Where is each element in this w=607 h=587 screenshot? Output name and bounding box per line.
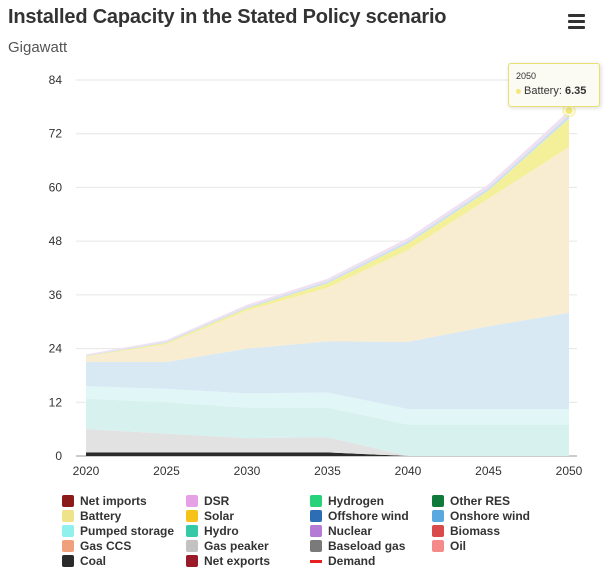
legend-label: Onshore wind [450, 509, 531, 523]
x-tick-label: 2045 [475, 464, 502, 478]
legend-label: Hydro [204, 524, 239, 538]
legend-label: Coal [80, 554, 107, 568]
legend-item-hydrogen[interactable]: Hydrogen [310, 494, 384, 508]
legend-item-pumped-storage[interactable]: Pumped storage [62, 524, 174, 538]
legend-item-biomass[interactable]: Biomass [432, 524, 500, 538]
x-tick-label: 2040 [395, 464, 422, 478]
legend-item-other-res[interactable]: Other RES [432, 494, 510, 508]
legend-label: Pumped storage [80, 524, 175, 538]
legend-label: Nuclear [328, 524, 373, 538]
legend-label: Biomass [450, 524, 501, 538]
tooltip-series-label: Battery: [524, 85, 565, 97]
x-axis-labels: 2020 2025 2030 2035 2040 2045 2050 [73, 464, 583, 478]
area-pumped-storage [86, 386, 569, 425]
legend-item-onshore-wind[interactable]: Onshore wind [432, 509, 530, 523]
legend-label: Other RES [450, 494, 511, 508]
legend-swatch-icon [186, 495, 198, 507]
area-solar [86, 147, 569, 362]
legend-label: Demand [328, 554, 376, 568]
area-onshore-wind [86, 312, 569, 409]
legend-label: DSR [204, 494, 230, 508]
legend-swatch-icon [62, 555, 74, 567]
y-tick-label: 36 [49, 288, 63, 302]
y-tick-label: 60 [49, 180, 63, 194]
legend-item-offshore-wind[interactable]: Offshore wind [310, 509, 409, 523]
legend-item-net-imports[interactable]: Net imports [62, 494, 147, 508]
legend-label: Net imports [80, 494, 147, 508]
legend-label: Solar [204, 509, 235, 523]
legend-swatch-icon [186, 555, 198, 567]
chart-tooltip: 2050 Battery: 6.35 [508, 63, 600, 107]
x-tick-label: 2020 [73, 464, 100, 478]
chart-subtitle: Gigawatt [8, 39, 68, 56]
y-tick-label: 24 [49, 342, 63, 356]
chart-title: Installed Capacity in the Stated Policy … [8, 6, 447, 28]
legend-label: Gas CCS [80, 539, 132, 553]
legend-swatch-icon [310, 525, 322, 537]
legend-swatch-icon [62, 525, 74, 537]
x-tick-label: 2050 [556, 464, 583, 478]
legend-item-gas-ccs[interactable]: Gas CCS [62, 539, 131, 553]
legend-label: Battery [80, 509, 122, 523]
area-series [86, 110, 569, 456]
area-coal [86, 452, 569, 456]
legend-item-gas-peaker[interactable]: Gas peaker [186, 539, 269, 553]
legend-swatch-icon [62, 540, 74, 552]
legend-item-coal[interactable]: Coal [62, 554, 106, 568]
legend-item-demand[interactable]: Demand [310, 554, 375, 568]
tooltip-year: 2050 [516, 71, 537, 81]
legend-label: Hydrogen [328, 494, 385, 508]
legend-label: Offshore wind [328, 509, 409, 523]
legend-swatch-icon [310, 540, 322, 552]
hamburger-menu-icon[interactable] [562, 8, 590, 34]
legend-swatch-icon [186, 525, 198, 537]
legend-item-hydro[interactable]: Hydro [186, 524, 239, 538]
chart-plot: 0 12 24 36 48 60 72 84 2020 2025 2030 2035 2040 2045… [49, 73, 583, 478]
legend-label: Gas peaker [204, 539, 269, 553]
legend-label: Baseload gas [328, 539, 406, 553]
legend-item-baseload-gas[interactable]: Baseload gas [310, 539, 405, 553]
legend-swatch-icon [186, 510, 198, 522]
legend-swatch-icon [432, 525, 444, 537]
legend-swatch-icon [186, 540, 198, 552]
legend-swatch-icon [432, 495, 444, 507]
tooltip-dot-icon [516, 88, 521, 94]
y-tick-label: 12 [49, 395, 63, 409]
legend-swatch-icon [310, 559, 322, 563]
legend-swatch-icon [310, 495, 322, 507]
legend-swatch-icon [432, 510, 444, 522]
tooltip-value: 6.35 [564, 85, 587, 97]
tooltip-row: Battery: 6.35 [516, 85, 586, 97]
legend-item-nuclear[interactable]: Nuclear [310, 524, 372, 538]
legend-item-dsr[interactable]: DSR [186, 494, 229, 508]
area-hydro [86, 398, 569, 456]
y-tick-label: 0 [55, 449, 62, 463]
legend-item-net-exports[interactable]: Net exports [186, 554, 270, 568]
y-tick-label: 72 [49, 127, 63, 141]
hover-marker-dot [564, 106, 574, 116]
legend-label: Oil [450, 539, 467, 553]
x-tick-label: 2025 [153, 464, 180, 478]
legend-swatch-icon [62, 495, 74, 507]
legend-swatch-icon [310, 510, 322, 522]
legend-item-solar[interactable]: Solar [186, 509, 234, 523]
x-tick-label: 2030 [234, 464, 261, 478]
legend-swatch-icon [432, 540, 444, 552]
y-axis-labels: 0 12 24 36 48 60 72 84 [49, 73, 63, 463]
legend-label: Net exports [204, 554, 271, 568]
legend-item-oil[interactable]: Oil [432, 539, 466, 553]
legend-item-battery[interactable]: Battery [62, 509, 121, 523]
legend-swatch-icon [62, 510, 74, 522]
y-tick-label: 84 [49, 73, 63, 87]
x-tick-label: 2035 [314, 464, 341, 478]
y-tick-label: 48 [49, 234, 63, 248]
